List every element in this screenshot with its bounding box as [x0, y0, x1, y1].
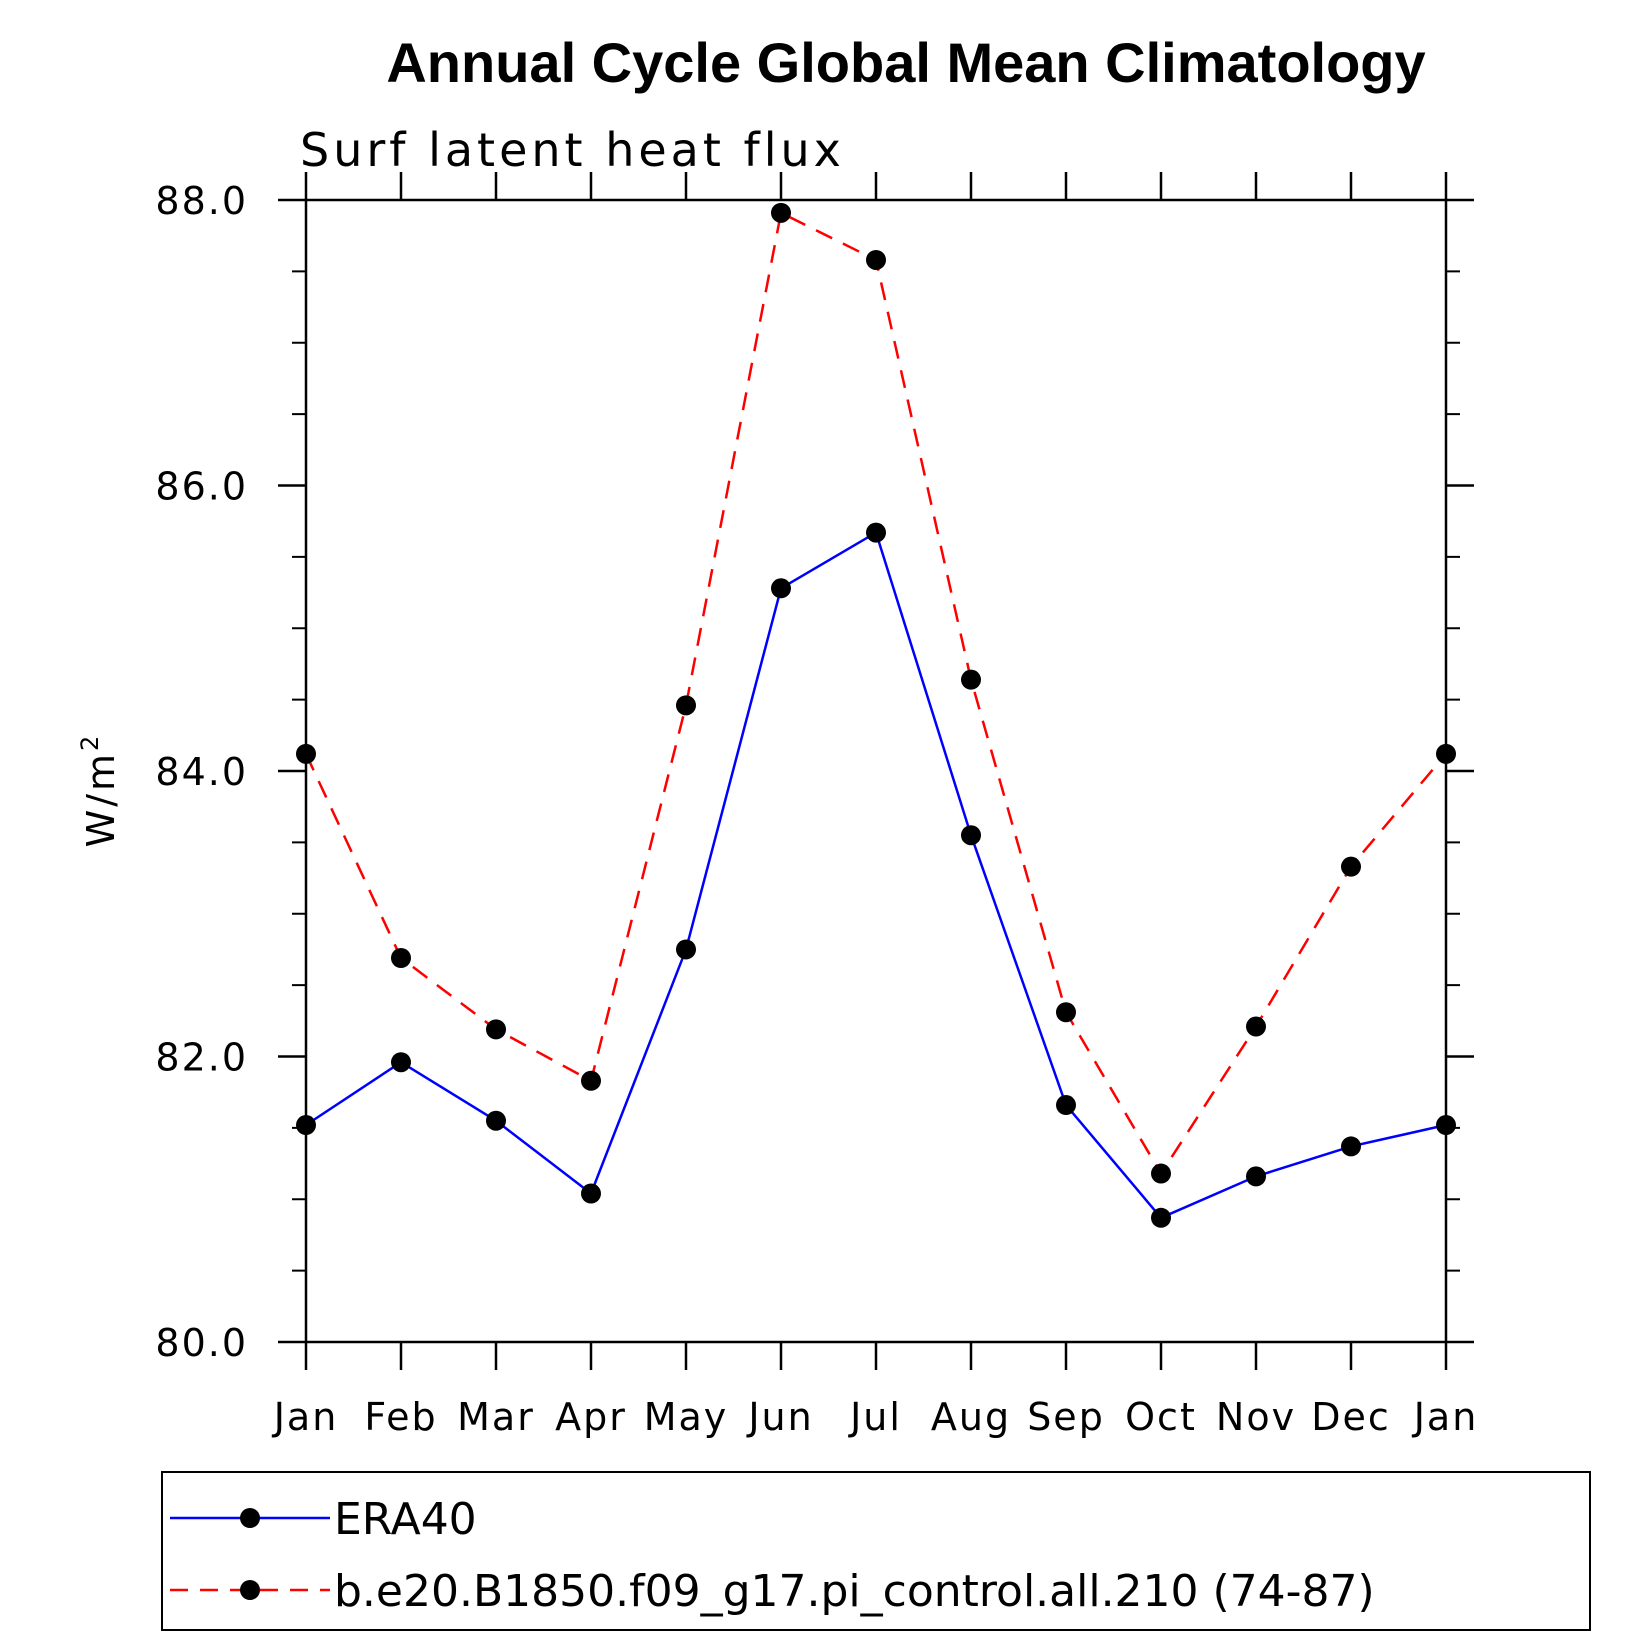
data-point-series-0	[866, 522, 886, 543]
series-line-1	[304, 210, 1447, 1176]
x-tick-label: Mar	[457, 1395, 535, 1439]
legend-marker-model	[240, 1580, 260, 1600]
legend-marker-era40	[240, 1508, 260, 1528]
y-tick-label: 86.0	[155, 465, 248, 509]
x-ticks: Jan Feb Mar Apr May Jun Jul Aug Sep Oct Nov Dec Jan	[272, 172, 1479, 1439]
data-point-series-1	[391, 948, 411, 969]
data-point-series-1	[1056, 1002, 1076, 1023]
data-point-series-0	[391, 1052, 411, 1073]
data-point-series-1	[866, 249, 886, 270]
x-tick-label: Dec	[1311, 1395, 1391, 1439]
svg-text:W/m2: W/m2	[76, 733, 123, 848]
minor-ticks	[292, 270, 1460, 1272]
data-point-series-0	[486, 1110, 506, 1131]
y-tick-label: 88.0	[155, 179, 248, 223]
data-point-series-1	[1436, 743, 1456, 764]
data-point-series-0	[1246, 1166, 1266, 1187]
x-tick-label: May	[644, 1395, 729, 1439]
data-point-series-1	[581, 1070, 601, 1091]
series-line-0	[305, 530, 1447, 1220]
x-tick-label: Jan	[272, 1395, 339, 1439]
x-tick-label: Aug	[931, 1395, 1011, 1439]
x-tick-label: Jan	[1412, 1395, 1479, 1439]
data-point-series-0	[1151, 1207, 1171, 1228]
chart-subtitle: Surf latent heat flux	[300, 123, 845, 177]
y-ticks: 80.0 82.0 84.0 86.0 88.0	[155, 179, 1474, 1365]
markers	[296, 202, 1456, 1228]
legend-label-era40: ERA40	[334, 1494, 477, 1545]
data-point-series-1	[1341, 856, 1361, 877]
data-point-series-1	[1246, 1016, 1266, 1037]
data-point-series-1	[676, 695, 696, 716]
x-tick-label: Apr	[555, 1395, 627, 1439]
data-point-series-1	[961, 669, 981, 690]
y-axis-label-superscript: 2	[76, 733, 104, 751]
data-point-series-0	[296, 1115, 316, 1136]
x-tick-label: Jul	[848, 1395, 902, 1439]
data-point-series-1	[486, 1019, 506, 1040]
y-tick-label: 80.0	[155, 1321, 248, 1365]
data-point-series-0	[1341, 1136, 1361, 1157]
legend-label-model: b.e20.B1850.f09_g17.pi_control.all.210 (…	[334, 1566, 1375, 1617]
y-axis-label-text: W/m	[79, 751, 123, 847]
data-point-series-0	[771, 578, 791, 599]
data-point-series-1	[771, 202, 791, 223]
series-lines	[304, 210, 1447, 1220]
data-point-series-0	[1056, 1095, 1076, 1116]
data-point-series-0	[1436, 1115, 1456, 1136]
x-tick-label: Sep	[1027, 1395, 1105, 1439]
y-axis-label: W/m2	[76, 733, 123, 848]
chart-title: Annual Cycle Global Mean Climatology	[386, 31, 1425, 94]
data-point-series-1	[296, 743, 316, 764]
x-tick-label: Jun	[746, 1395, 813, 1439]
data-point-series-0	[676, 939, 696, 960]
data-point-series-0	[961, 825, 981, 846]
legend-box	[161, 1471, 1591, 1631]
x-tick-label: Nov	[1216, 1395, 1296, 1439]
data-point-series-1	[1151, 1163, 1171, 1184]
x-tick-label: Feb	[364, 1395, 437, 1439]
x-tick-label: Oct	[1125, 1395, 1197, 1439]
y-tick-label: 82.0	[155, 1036, 248, 1080]
legend: ERA40 b.e20.B1850.f09_g17.pi_control.all…	[161, 1471, 1591, 1631]
data-point-series-0	[581, 1183, 601, 1204]
y-tick-label: 84.0	[155, 750, 248, 794]
